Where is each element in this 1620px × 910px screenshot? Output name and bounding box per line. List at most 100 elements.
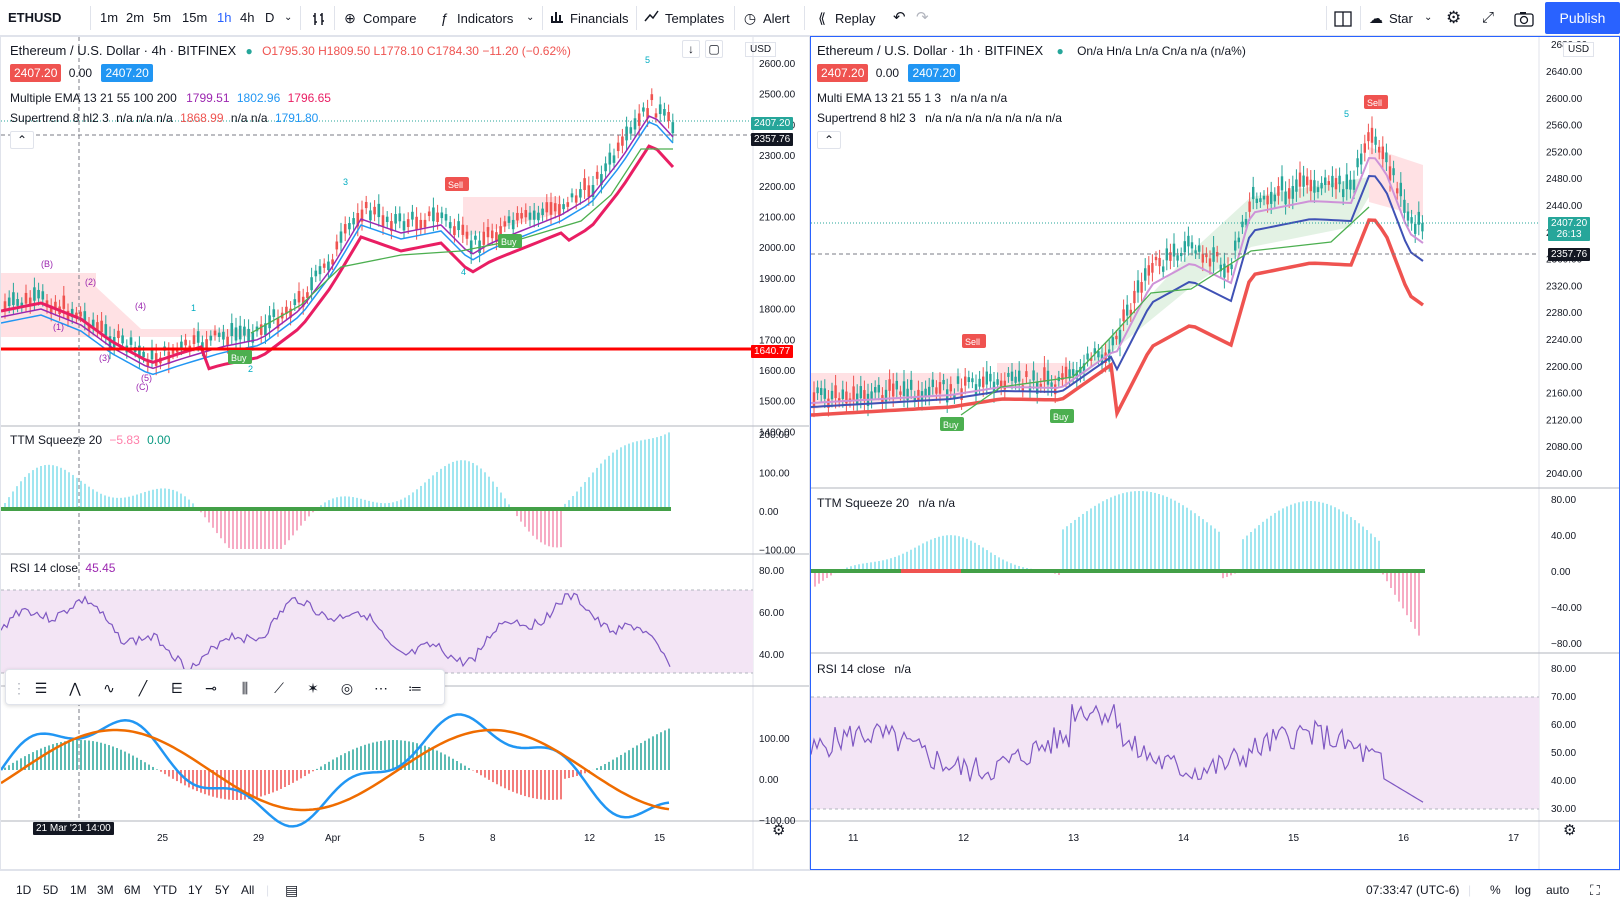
templates-button[interactable]: Templates (644, 0, 724, 36)
compare-button[interactable]: ⊕ Compare (342, 0, 416, 36)
redo-icon[interactable]: ↷ (916, 9, 929, 26)
range-1m[interactable]: 1M (70, 883, 87, 897)
long-position-icon[interactable]: ⫼ (241, 680, 249, 696)
right-buy-price[interactable]: 2407.20 (908, 64, 960, 82)
range-6m[interactable]: 6M (124, 883, 141, 897)
right-sell-price[interactable]: 2407.20 (817, 64, 869, 82)
candle-body (482, 231, 486, 245)
right-rsi-legend[interactable]: RSI 14 close n/a (817, 662, 911, 676)
right-st-label: Supertrend 8 hl2 3 (817, 111, 916, 125)
fib-fan-icon[interactable]: ⋿ (170, 680, 184, 696)
collapse-legend-chevron-icon[interactable]: ⌃ (10, 131, 34, 149)
replay-button[interactable]: ⟪ Replay (814, 0, 875, 36)
range-1y[interactable]: 1Y (188, 883, 203, 897)
xabcd-pattern-icon[interactable]: ✶ (307, 680, 319, 696)
brush-icon[interactable]: ╱ (138, 680, 148, 696)
parallel-channel-icon[interactable]: ⋯ (374, 680, 388, 696)
calendar-icon[interactable]: ▤ (285, 882, 299, 898)
left-sell-price[interactable]: 2407.20 (10, 64, 62, 82)
candle-body (616, 142, 620, 152)
financials-button[interactable]: Financials (549, 0, 629, 36)
percent-toggle[interactable]: % (1490, 883, 1501, 897)
bar-type-icon[interactable] (310, 0, 328, 36)
left-chart-canvas[interactable]: 2600.002500.002400.002300.002200.002100.… (1, 37, 810, 870)
left-chart-title[interactable]: Ethereum / U.S. Dollar · 4h · BITFINEX (10, 43, 237, 58)
indicators-button[interactable]: ƒ Indicators (436, 0, 513, 36)
left-ema-legend[interactable]: Multiple EMA 13 21 55 100 200 1799.51 18… (10, 91, 331, 105)
drag-handle-icon[interactable]: ⋮ (12, 680, 26, 696)
left-axis-gear-icon[interactable]: ⚙ (772, 822, 786, 839)
right-chart-panel[interactable]: 2640.00 2600.00 2560.00 2520.00 2480.00 2440.… (810, 36, 1620, 870)
price-tick: 2200.00 (1546, 362, 1583, 373)
candle-body (427, 211, 431, 217)
right-ema-legend[interactable]: Multi EMA 13 21 55 1 3 n/a n/a n/a (817, 91, 1007, 105)
candle-body (1043, 367, 1046, 382)
layout-icon[interactable] (1334, 0, 1352, 36)
timeframe-1m[interactable]: 1m (100, 10, 119, 25)
fullscreen-icon[interactable]: ⤢ (1482, 9, 1495, 26)
rsi-tick: 60.00 (759, 608, 784, 619)
left-rsi-legend[interactable]: RSI 14 close 45.45 (10, 561, 115, 575)
candle-body (1266, 195, 1269, 205)
candle-body (978, 378, 981, 387)
candle-body (251, 332, 255, 343)
right-supertrend-legend[interactable]: Supertrend 8 hl2 3 n/a n/a n/a n/a n/a n… (817, 111, 1062, 125)
right-ttm-legend[interactable]: TTM Squeeze 20 n/a n/a (817, 496, 955, 510)
left-supertrend-legend[interactable]: Supertrend 8 hl2 3 n/a n/a n/a 1868.99 n… (10, 111, 318, 125)
right-chart-title[interactable]: Ethereum / U.S. Dollar · 1h · BITFINEX (817, 43, 1044, 58)
elliott-wave-label: 5 (1344, 109, 1349, 119)
auto-toggle[interactable]: auto (1546, 883, 1570, 897)
elliott-wave-icon[interactable]: ⋀ (69, 680, 81, 696)
maximize-icon[interactable]: ▢ (705, 40, 723, 58)
candle-body (663, 109, 666, 116)
range-all[interactable]: All (241, 883, 255, 897)
camera-icon[interactable] (1514, 0, 1534, 36)
symbol-search[interactable]: ETHUSD (8, 10, 62, 25)
price-tick: 2120.00 (1546, 415, 1583, 426)
candle-body (28, 297, 32, 307)
candle-body (1075, 370, 1078, 379)
right-axis-gear-icon[interactable]: ⚙ (1563, 822, 1577, 839)
range-5y[interactable]: 5Y (215, 883, 230, 897)
alert-button[interactable]: ◷ Alert (742, 0, 790, 36)
trend-line-icon[interactable]: ⟋ (274, 680, 284, 696)
timeframe-15m[interactable]: 15m (182, 10, 208, 25)
star-chevron-icon[interactable]: ⌄ (1424, 12, 1433, 23)
left-buy-price[interactable]: 2407.20 (101, 64, 153, 82)
log-toggle[interactable]: log (1515, 883, 1532, 897)
timeframe-5m[interactable]: 5m (153, 10, 172, 25)
range-3m[interactable]: 3M (97, 883, 114, 897)
right-chart-canvas[interactable]: 2640.00 2600.00 2560.00 2520.00 2480.00 2440.… (811, 37, 1620, 870)
range-1d[interactable]: 1D (16, 883, 32, 897)
indicators-chevron-icon[interactable]: ⌄ (526, 12, 535, 23)
currency-label[interactable]: USD (745, 42, 777, 57)
gann-spiral-icon[interactable]: ◎ (340, 680, 354, 696)
collapse-legend-chevron-icon[interactable]: ⌃ (817, 131, 841, 149)
timeframe-4h[interactable]: 4h (240, 10, 255, 25)
undo-icon[interactable]: ↶ (893, 9, 906, 26)
range-ytd[interactable]: YTD (153, 883, 177, 897)
candle-body (402, 221, 406, 231)
left-ttm-legend[interactable]: TTM Squeeze 20 −5.83 0.00 (10, 433, 170, 447)
candle-body (1050, 382, 1053, 390)
currency-label[interactable]: USD (1563, 42, 1595, 57)
publish-button[interactable]: Publish (1545, 2, 1620, 34)
timeframe-dropdown-chevron-icon[interactable]: ⌄ (284, 12, 293, 23)
horizontal-ray-icon[interactable]: ⊸ (205, 680, 217, 696)
timeframe-2m[interactable]: 2m (126, 10, 145, 25)
star-button[interactable]: ☁ Star (1368, 0, 1413, 36)
left-chart-panel[interactable]: 2600.002500.002400.002300.002200.002100.… (0, 36, 810, 870)
range-5d[interactable]: 5D (43, 883, 59, 897)
candle-body (1234, 240, 1237, 251)
timeframe-d[interactable]: D (265, 10, 275, 25)
fib-retracement-icon[interactable]: ☰ (34, 680, 48, 696)
regression-channel-icon[interactable]: ≔ (408, 680, 422, 696)
left-ohlc-change: −11.20 (−0.62%) (482, 44, 571, 58)
timeframe-1h[interactable]: 1h (217, 10, 232, 25)
fullscreen-bottom-icon[interactable]: ⛶ (1590, 882, 1600, 898)
left-ohlc-open: O1795.30 (262, 44, 315, 58)
clock-time[interactable]: 07:33:47 (UTC-6) (1366, 883, 1460, 897)
scroll-down-arrow-icon[interactable]: ↓ (682, 40, 700, 58)
abc-pattern-icon[interactable]: ∿ (103, 680, 115, 696)
gear-icon[interactable]: ⚙ (1446, 8, 1462, 27)
